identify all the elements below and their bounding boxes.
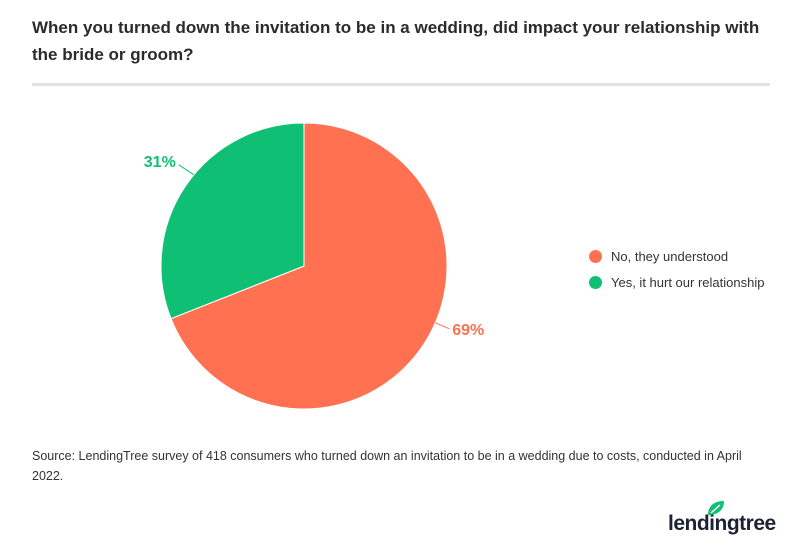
pie-slice (170, 122, 448, 410)
label-leader-line (178, 164, 195, 176)
legend-item: Yes, it hurt our relationship (589, 269, 764, 295)
title-divider (32, 83, 770, 86)
pie-slice (160, 122, 305, 320)
leaf-icon (708, 501, 724, 515)
data-label: 31% (144, 154, 176, 171)
lendingtree-logo: lendingtree (668, 501, 776, 536)
legend-swatch (589, 275, 602, 289)
chart-title: When you turned down the invitation to b… (32, 18, 760, 64)
legend-item: No, they understood (589, 243, 764, 269)
label-leader-line (435, 322, 450, 330)
legend-swatch (589, 249, 602, 263)
legend-label: No, they understood (611, 248, 729, 264)
source-note: Source: LendingTree survey of 418 consum… (32, 449, 742, 483)
legend: No, they understood Yes, it hurt our rel… (589, 243, 764, 295)
legend-label: Yes, it hurt our relationship (611, 274, 765, 290)
logo-text: lendingtree (668, 512, 776, 535)
data-label: 69% (452, 322, 484, 339)
